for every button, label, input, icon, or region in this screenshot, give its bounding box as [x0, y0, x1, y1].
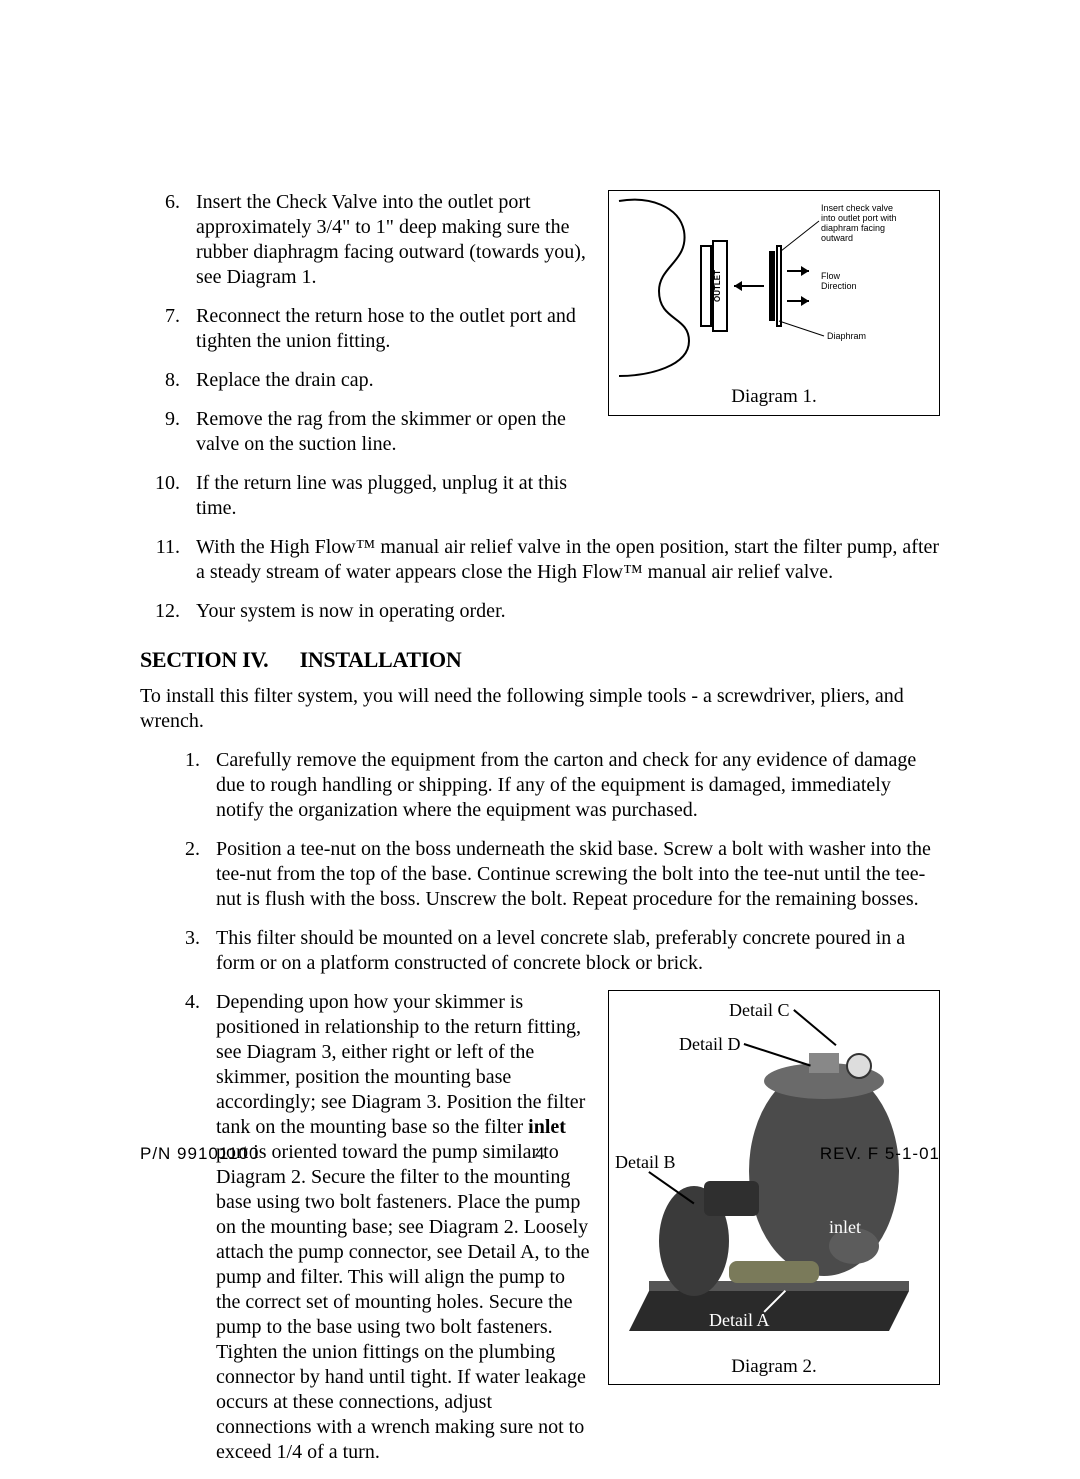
detail-d-label: Detail D	[679, 1033, 740, 1056]
detail-c-label: Detail C	[729, 999, 790, 1022]
step-number: 9.	[140, 407, 196, 457]
step-number: 4.	[160, 990, 216, 1465]
detail-a-label: Detail A	[709, 1309, 770, 1332]
diaphram-label: Diaphram	[827, 331, 866, 341]
step-text: Insert the Check Valve into the outlet p…	[196, 190, 590, 290]
step-text: Replace the drain cap.	[196, 368, 590, 393]
diagram-1-caption: Diagram 1.	[609, 381, 939, 415]
insert-note: Insert check valve into outlet port with…	[821, 203, 899, 243]
step-number: 1.	[160, 748, 216, 823]
step-number: 12.	[140, 599, 196, 624]
top-wrap: 6. Insert the Check Valve into the outle…	[140, 190, 940, 535]
step-number: 11.	[140, 535, 196, 585]
outlet-label: OUTLET	[713, 270, 722, 302]
step-text: If the return line was plugged, unplug i…	[196, 471, 590, 521]
inlet-label: inlet	[829, 1216, 861, 1239]
step-text: With the High Flow™ manual air relief va…	[196, 535, 940, 585]
page-footer: P/N 99101100 4 REV. F 5-1-01	[140, 1144, 940, 1164]
step-text: This filter should be mounted on a level…	[216, 926, 940, 976]
step-text: Carefully remove the equipment from the …	[216, 748, 940, 823]
step-text: Depending upon how your skimmer is posit…	[216, 990, 590, 1465]
step-text: Reconnect the return hose to the outlet …	[196, 304, 590, 354]
page-number: 4	[535, 1144, 544, 1164]
section-intro: To install this filter system, you will …	[140, 684, 940, 734]
install-step-4: 4. Depending upon how your skimmer is po…	[140, 990, 590, 1479]
step-number: 2.	[160, 837, 216, 912]
diagram-2-caption: Diagram 2.	[609, 1351, 939, 1385]
part-number: P/N 99101100	[140, 1144, 259, 1164]
diagram-2: Detail C Detail D Detail B inlet Detail …	[608, 990, 940, 1386]
install-steps-1-3: 1. Carefully remove the equipment from t…	[140, 748, 940, 976]
step-text: Your system is now in operating order.	[196, 599, 940, 624]
diagram-2-figure: Detail C Detail D Detail B inlet Detail …	[609, 991, 939, 1351]
page-content: 6. Insert the Check Valve into the outle…	[0, 0, 1080, 1479]
section-heading: SECTION IV. INSTALLATION	[140, 646, 940, 674]
diagram-1: OUTLET Insert check val	[608, 190, 940, 416]
step-number: 7.	[140, 304, 196, 354]
step-number: 3.	[160, 926, 216, 976]
step-text: Position a tee-nut on the boss underneat…	[216, 837, 940, 912]
steps-11-12: 11. With the High Flow™ manual air relie…	[140, 535, 940, 624]
section-prefix: SECTION IV.	[140, 647, 268, 672]
step-text: Remove the rag from the skimmer or open …	[196, 407, 590, 457]
step-number: 6.	[140, 190, 196, 290]
step-number: 8.	[140, 368, 196, 393]
flow-label: Flow Direction	[821, 271, 857, 291]
revision: REV. F 5-1-01	[820, 1144, 940, 1164]
steps-6-10: 6. Insert the Check Valve into the outle…	[140, 190, 590, 535]
step-number: 10.	[140, 471, 196, 521]
inlet-bold: inlet	[528, 1116, 566, 1138]
section-title: INSTALLATION	[300, 647, 462, 672]
bottom-wrap: 4. Depending upon how your skimmer is po…	[140, 990, 940, 1479]
diagram-1-figure: OUTLET Insert check val	[609, 191, 939, 381]
